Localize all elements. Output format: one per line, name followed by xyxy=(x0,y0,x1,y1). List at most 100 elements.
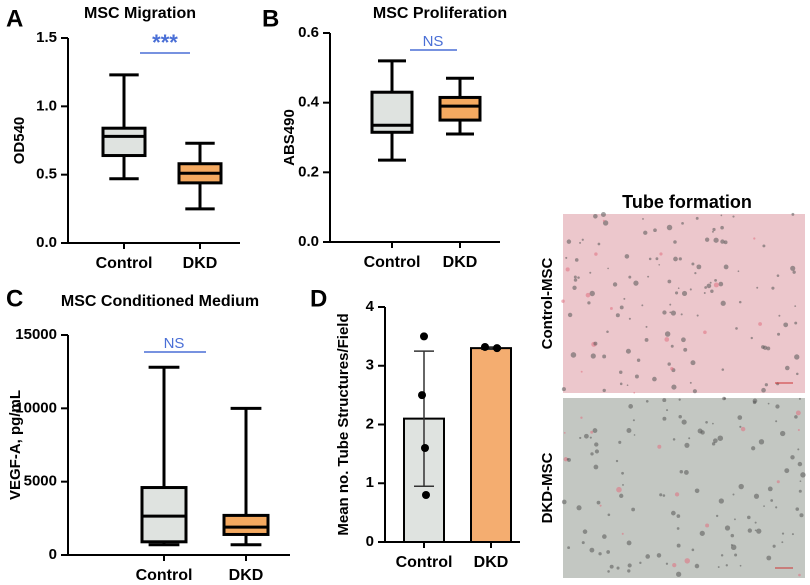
cell xyxy=(567,546,571,550)
cell xyxy=(683,470,689,475)
cell xyxy=(589,271,592,274)
y-tick-label: 5000 xyxy=(24,473,57,490)
cell xyxy=(799,480,802,482)
panel-letter: D xyxy=(310,285,327,312)
cell xyxy=(764,383,768,387)
cell xyxy=(585,292,591,298)
cell xyxy=(624,254,630,259)
cell xyxy=(644,338,649,342)
cell xyxy=(572,285,577,290)
cell xyxy=(723,264,729,270)
cell xyxy=(561,299,565,303)
cell xyxy=(587,301,591,305)
cell xyxy=(633,391,636,394)
cell xyxy=(738,483,744,490)
cell xyxy=(739,564,742,567)
cell xyxy=(691,262,695,266)
x-tick-label: Control xyxy=(396,554,453,571)
cell xyxy=(645,399,649,403)
cell xyxy=(662,494,666,497)
cell xyxy=(563,432,566,434)
x-tick-label: DKD xyxy=(474,554,509,571)
cell xyxy=(681,337,686,343)
cell xyxy=(593,464,599,470)
cell xyxy=(796,372,799,376)
y-tick-label: 0 xyxy=(49,546,57,563)
cell xyxy=(641,304,644,307)
y-axis-label: ABS490 xyxy=(281,109,298,166)
cell xyxy=(645,325,648,328)
chart-title: MSC Proliferation xyxy=(373,5,507,22)
cell xyxy=(767,402,770,405)
cell xyxy=(718,281,724,287)
cell xyxy=(798,397,801,400)
cell xyxy=(694,563,700,569)
data-point xyxy=(420,332,428,341)
cell xyxy=(561,499,567,505)
cell xyxy=(662,398,667,403)
panel-letter: B xyxy=(262,5,279,32)
data-point xyxy=(493,344,501,353)
cell xyxy=(619,370,623,374)
cell xyxy=(800,472,806,478)
box xyxy=(101,126,147,158)
y-tick-label: 3 xyxy=(366,357,374,374)
cell xyxy=(680,313,683,316)
cell xyxy=(565,256,568,259)
cell xyxy=(627,563,632,568)
cell xyxy=(606,550,611,554)
cell xyxy=(691,548,695,552)
cell xyxy=(758,322,762,326)
cell xyxy=(718,498,724,504)
chart-title: MSC Conditioned Medium xyxy=(61,293,259,310)
cell xyxy=(607,570,610,573)
cell xyxy=(740,426,746,432)
cell xyxy=(678,415,682,419)
cell xyxy=(662,310,667,315)
cell xyxy=(681,419,687,425)
box xyxy=(222,513,270,536)
cell xyxy=(628,404,634,409)
cell xyxy=(659,252,663,256)
cell xyxy=(705,420,708,424)
cell xyxy=(643,230,648,235)
cell xyxy=(594,442,599,447)
cell xyxy=(705,523,710,528)
cell xyxy=(747,515,751,520)
cell xyxy=(677,287,680,290)
cell xyxy=(794,321,798,325)
cell xyxy=(798,573,801,577)
image-label: Control-MSC xyxy=(539,258,556,350)
cell xyxy=(666,409,669,412)
cell xyxy=(648,257,652,261)
cell xyxy=(609,307,613,310)
cell xyxy=(700,430,705,435)
cell xyxy=(615,459,619,463)
cell xyxy=(612,282,618,287)
cell xyxy=(725,564,728,567)
cell xyxy=(732,215,735,218)
cell xyxy=(784,468,790,474)
cell xyxy=(647,275,650,278)
cell xyxy=(581,541,585,545)
cell xyxy=(573,275,577,279)
cell xyxy=(634,374,639,379)
box xyxy=(438,95,482,122)
cell xyxy=(676,527,680,530)
cell xyxy=(684,558,690,564)
cell xyxy=(619,493,624,498)
cell xyxy=(656,553,662,558)
cell xyxy=(626,427,632,433)
cell xyxy=(667,279,672,284)
cell xyxy=(790,455,795,460)
cell xyxy=(590,452,594,456)
cell xyxy=(593,213,598,219)
cell xyxy=(590,353,596,359)
cell xyxy=(642,218,644,220)
cell xyxy=(670,344,674,348)
cell xyxy=(602,388,606,393)
cell xyxy=(720,239,725,244)
cell xyxy=(628,317,631,320)
cell xyxy=(752,398,758,404)
y-tick-label: 0.0 xyxy=(298,233,319,250)
